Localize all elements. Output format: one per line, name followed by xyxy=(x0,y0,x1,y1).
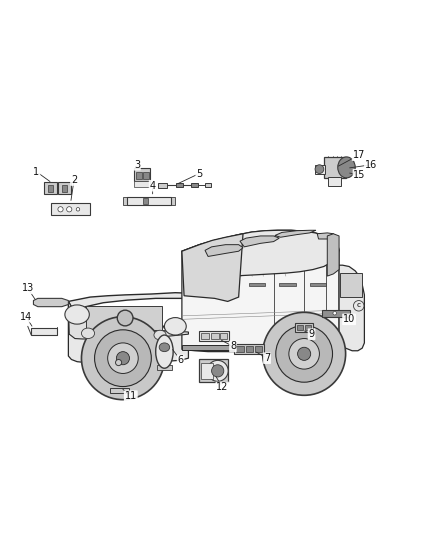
Ellipse shape xyxy=(65,305,89,324)
Bar xyxy=(295,323,313,332)
Bar xyxy=(127,197,171,205)
Bar xyxy=(305,325,311,330)
Ellipse shape xyxy=(58,207,63,212)
Bar xyxy=(321,310,350,317)
Bar xyxy=(134,168,150,181)
Bar xyxy=(340,273,362,297)
Ellipse shape xyxy=(263,312,346,395)
Bar xyxy=(236,346,244,352)
Bar xyxy=(31,328,57,335)
Text: C: C xyxy=(357,303,361,308)
Bar xyxy=(324,157,346,178)
Bar xyxy=(201,363,213,379)
Text: 7: 7 xyxy=(264,353,270,363)
Ellipse shape xyxy=(117,310,133,326)
Ellipse shape xyxy=(154,330,166,340)
Ellipse shape xyxy=(297,348,311,360)
Bar xyxy=(156,365,172,370)
Polygon shape xyxy=(327,234,339,276)
Ellipse shape xyxy=(76,207,80,211)
Text: 14: 14 xyxy=(20,312,32,322)
Ellipse shape xyxy=(315,165,324,174)
Ellipse shape xyxy=(338,157,355,178)
Bar xyxy=(297,325,303,330)
Ellipse shape xyxy=(212,365,224,377)
Text: 9: 9 xyxy=(308,329,314,339)
Bar xyxy=(279,282,296,286)
Bar xyxy=(191,183,198,187)
Polygon shape xyxy=(68,302,188,363)
Bar xyxy=(234,344,264,354)
Bar xyxy=(158,183,166,188)
Ellipse shape xyxy=(81,317,164,400)
Text: 16: 16 xyxy=(365,160,377,170)
Ellipse shape xyxy=(81,328,95,338)
Text: 17: 17 xyxy=(353,150,365,160)
Text: 10: 10 xyxy=(343,314,355,324)
Polygon shape xyxy=(182,230,339,352)
Ellipse shape xyxy=(108,343,138,374)
Text: 3: 3 xyxy=(134,160,140,170)
Polygon shape xyxy=(68,302,188,339)
Ellipse shape xyxy=(164,318,186,335)
Bar xyxy=(134,181,150,187)
Bar xyxy=(255,346,262,352)
Bar xyxy=(137,172,142,179)
Bar xyxy=(86,306,162,330)
Text: 15: 15 xyxy=(353,170,366,180)
Polygon shape xyxy=(182,230,339,277)
Bar xyxy=(110,388,130,393)
Bar xyxy=(199,331,229,341)
Bar xyxy=(62,185,67,192)
Bar xyxy=(144,172,149,179)
Text: 12: 12 xyxy=(216,383,229,392)
Ellipse shape xyxy=(117,352,130,365)
Bar xyxy=(48,185,53,192)
Bar xyxy=(143,198,148,204)
Bar xyxy=(58,182,71,195)
Bar xyxy=(246,346,254,352)
Text: 1: 1 xyxy=(33,167,39,177)
Polygon shape xyxy=(205,245,243,256)
Bar xyxy=(44,182,57,195)
Text: 2: 2 xyxy=(71,175,77,185)
Bar xyxy=(169,197,175,205)
Bar xyxy=(211,333,219,339)
Polygon shape xyxy=(275,230,316,237)
Polygon shape xyxy=(182,234,243,302)
Polygon shape xyxy=(240,236,279,247)
Polygon shape xyxy=(33,298,68,306)
Bar xyxy=(310,282,326,286)
Bar xyxy=(201,333,209,339)
Ellipse shape xyxy=(207,360,228,381)
Ellipse shape xyxy=(116,359,122,366)
Bar xyxy=(199,359,228,382)
Bar xyxy=(182,345,339,350)
Ellipse shape xyxy=(289,338,319,369)
Text: 4: 4 xyxy=(149,181,155,191)
Bar xyxy=(123,197,130,205)
Ellipse shape xyxy=(159,343,170,352)
Bar xyxy=(220,333,227,339)
Text: 13: 13 xyxy=(21,284,34,293)
Ellipse shape xyxy=(353,301,364,311)
Bar xyxy=(176,183,183,187)
Polygon shape xyxy=(339,265,364,351)
Bar xyxy=(328,177,341,185)
Text: 8: 8 xyxy=(230,342,236,351)
Text: 6: 6 xyxy=(177,356,184,365)
Bar xyxy=(51,203,90,215)
Ellipse shape xyxy=(333,311,336,315)
Bar xyxy=(205,183,211,188)
Ellipse shape xyxy=(276,326,332,382)
Text: 11: 11 xyxy=(125,391,137,401)
Ellipse shape xyxy=(67,207,72,212)
Polygon shape xyxy=(317,233,336,239)
Ellipse shape xyxy=(155,335,173,368)
Bar xyxy=(315,165,325,174)
Ellipse shape xyxy=(95,330,151,386)
Bar xyxy=(249,282,265,286)
Text: 5: 5 xyxy=(196,168,202,179)
Polygon shape xyxy=(68,293,239,311)
